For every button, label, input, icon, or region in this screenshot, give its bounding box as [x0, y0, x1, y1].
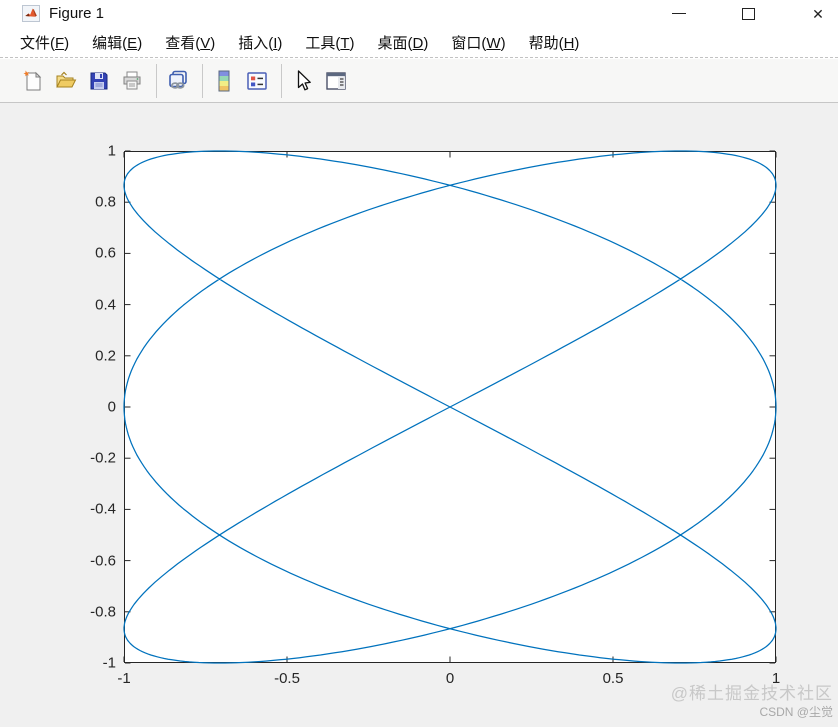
- print-figure-button[interactable]: [117, 64, 147, 98]
- matlab-logo-icon: [22, 5, 40, 22]
- figure-toolbar: [0, 59, 838, 103]
- y-tick-label: 0.2: [95, 347, 116, 365]
- maximize-button[interactable]: [731, 1, 765, 26]
- y-tick-label: 0.4: [95, 296, 116, 314]
- menu-item-desktop[interactable]: 桌面(D): [377, 35, 429, 52]
- toolbar-separator: [202, 63, 203, 98]
- open-file-button[interactable]: [51, 64, 81, 98]
- x-tick-label: -0.5: [274, 670, 300, 687]
- menu-item-help[interactable]: 帮助(H): [528, 35, 580, 52]
- title-bar: Figure 1 ✕: [0, 0, 838, 28]
- x-tick-label: 0: [445, 670, 455, 687]
- x-tick-label: 0.5: [602, 670, 624, 687]
- edit-plot-button[interactable]: [288, 64, 318, 98]
- cursor-arrow-icon: [297, 69, 311, 90]
- menu-item-insert[interactable]: 插入(I): [238, 35, 283, 52]
- toolbar-separator: [156, 63, 157, 98]
- matlab-membrane-icon: [25, 8, 37, 17]
- minimize-button[interactable]: [662, 1, 696, 26]
- lissajous-curve: [123, 150, 777, 664]
- x-tick-label: -1: [117, 670, 131, 687]
- menu-item-tools[interactable]: 工具(T): [305, 35, 355, 52]
- menu-item-view[interactable]: 查看(V): [165, 35, 216, 52]
- panel-window-icon: [326, 71, 346, 90]
- y-tick-label: -1: [102, 654, 116, 672]
- watermark-community: @稀土掘金技术社区: [670, 684, 833, 703]
- property-inspector-button[interactable]: [321, 64, 351, 98]
- toolbar-separator: [281, 63, 282, 98]
- x-tick-label: 1: [771, 670, 781, 687]
- chain-link-icon: [169, 70, 187, 89]
- y-tick-label: 0.6: [95, 244, 116, 262]
- menu-item-file[interactable]: 文件(F): [20, 35, 70, 52]
- printer-icon: [123, 71, 141, 89]
- watermark-author: CSDN @尘觉: [759, 704, 833, 719]
- y-tick-label: -0.2: [90, 449, 116, 467]
- minimize-icon: [672, 13, 686, 14]
- new-document-icon: [23, 70, 42, 90]
- y-tick-label: 0.8: [95, 193, 116, 211]
- y-tick-label: -0.8: [90, 603, 116, 621]
- y-tick-label: 1: [107, 142, 116, 160]
- menu-item-window[interactable]: 窗口(W): [451, 35, 506, 52]
- plot-axes: [123, 150, 777, 664]
- open-folder-icon: [56, 71, 77, 87]
- new-figure-button[interactable]: [18, 64, 48, 98]
- maximize-icon: [741, 7, 755, 20]
- y-tick-label: 0: [107, 398, 116, 416]
- insert-colorbar-button[interactable]: [209, 64, 239, 98]
- link-plot-button[interactable]: [163, 64, 193, 98]
- legend-icon: [247, 71, 267, 90]
- y-tick-label: -0.6: [90, 552, 116, 570]
- colorbar-icon: [218, 70, 230, 91]
- menu-item-edit[interactable]: 编辑(E): [92, 35, 143, 52]
- close-icon: ✕: [812, 5, 824, 22]
- insert-legend-button[interactable]: [242, 64, 272, 98]
- y-tick-label: -0.4: [90, 500, 116, 518]
- menu-bar: 文件(F) 编辑(E) 查看(V) 插入(I) 工具(T) 桌面(D) 窗口(W…: [0, 28, 838, 58]
- window-title: Figure 1: [49, 5, 105, 22]
- save-figure-button[interactable]: [84, 64, 114, 98]
- floppy-disk-icon: [90, 72, 108, 89]
- figure-canvas-area: -1 -0.5 0 0.5 1 -1 -0.8 -0.6 -0.4 -0.2 0 0.2 0.4 0.6…: [0, 103, 838, 727]
- watermark: @稀土掘金技术社区 CSDN @尘觉: [671, 684, 833, 719]
- close-button[interactable]: ✕: [801, 1, 835, 26]
